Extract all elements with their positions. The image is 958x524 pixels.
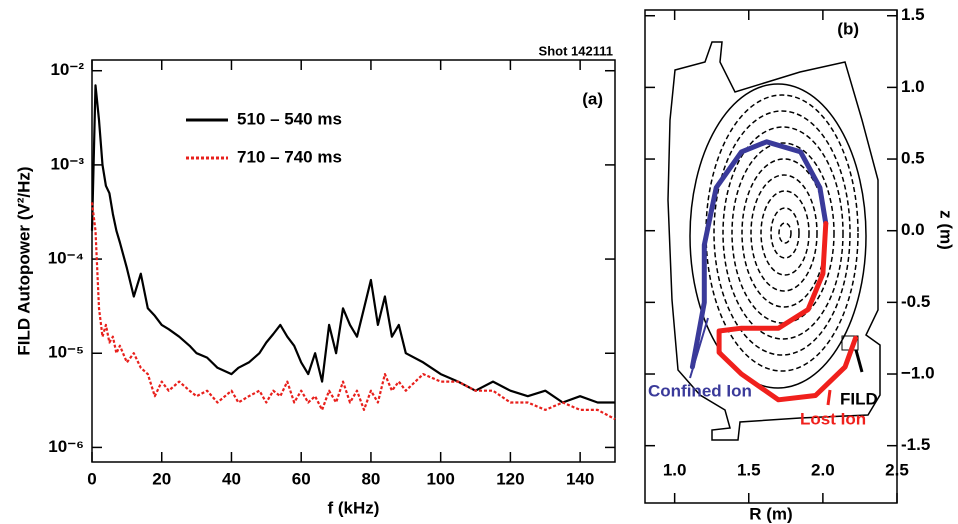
vessel-wall [667, 41, 881, 441]
x-tick-label: 2.5 [885, 460, 909, 479]
fild-arrow [854, 349, 864, 373]
lost-arrow [826, 389, 832, 406]
y-tick-label: -0.5 [901, 292, 930, 311]
y-tick-label: 0.0 [901, 220, 925, 239]
y-tick-label: 10⁻⁵ [48, 343, 84, 362]
y-tick-label: 10⁻³ [50, 154, 84, 173]
flux-surface [778, 222, 792, 244]
x-tick-label: 20 [152, 469, 171, 488]
x-tick-label: 140 [566, 469, 594, 488]
plot-frame [91, 59, 616, 463]
legend-label: 710 – 740 ms [237, 147, 342, 166]
plasma-cross-section [667, 41, 881, 441]
flux-surface [713, 110, 851, 356]
legend-label: 510 – 540 ms [237, 109, 342, 128]
y-tick-label: 1.5 [901, 5, 925, 24]
y-tick-label: -1.5 [901, 435, 930, 454]
series-line [90, 84, 615, 404]
series-line [90, 202, 616, 421]
flux-surface [705, 94, 859, 372]
flux-surface [741, 158, 827, 308]
series-label: Lost Ion [800, 409, 866, 428]
flux-surface [722, 126, 844, 340]
x-axis-label: R (m) [749, 504, 792, 523]
y-axis-label: FILD Autopower (V²/Hz) [14, 166, 33, 355]
plot-frame [644, 9, 898, 504]
x-tick-label: 0 [87, 469, 96, 488]
separatrix [689, 83, 867, 389]
y-tick-label: 1.0 [901, 77, 925, 96]
x-tick-label: 100 [426, 469, 454, 488]
series-line [716, 221, 858, 403]
x-tick-label: 120 [496, 469, 524, 488]
x-tick-label: 1.0 [663, 460, 687, 479]
x-tick-label: 60 [292, 469, 311, 488]
y-tick-label: −1.0 [901, 364, 935, 383]
x-axis-label: f (kHz) [328, 498, 380, 517]
series-line [689, 139, 829, 370]
flux-surface [731, 142, 835, 324]
annotation: FILD [840, 389, 878, 408]
series-label: Confined Ion [648, 381, 752, 400]
y-tick-label: 0.5 [901, 149, 925, 168]
y-tick-label: 10⁻⁶ [48, 437, 84, 456]
x-tick-label: 40 [222, 469, 241, 488]
panel-label: (a) [582, 89, 603, 108]
y-tick-label: 10⁻⁴ [48, 249, 84, 268]
flux-surface [760, 190, 810, 276]
flux-surface [770, 207, 800, 259]
x-tick-label: 2.0 [811, 460, 835, 479]
x-tick-label: 80 [361, 469, 380, 488]
flux-surface [750, 174, 818, 292]
x-tick-label: 1.5 [737, 460, 761, 479]
chart-title: Shot 142111 [539, 43, 613, 58]
panel-label: (b) [837, 19, 859, 38]
y-axis-label: z (m) [937, 210, 956, 250]
y-tick-label: 10⁻² [50, 60, 84, 79]
